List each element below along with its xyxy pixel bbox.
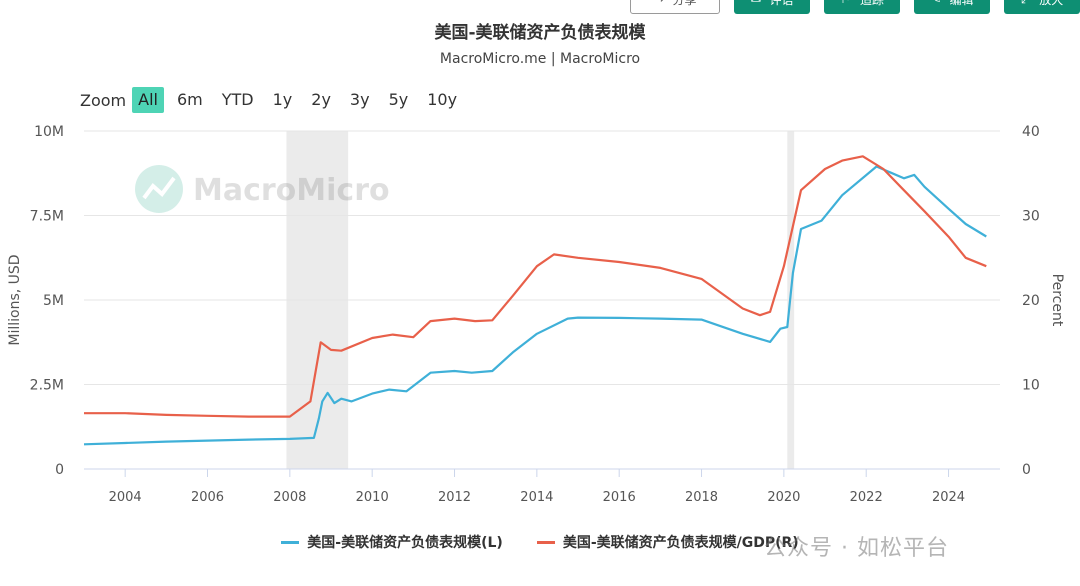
toolbar-button-label: 编辑 [949, 0, 973, 8]
y-right-tick-label: 10 [1022, 378, 1040, 394]
y-right-tick-label: 30 [1022, 209, 1040, 225]
zoom-label: Zoom [80, 90, 127, 110]
zoom-option-6m[interactable]: 6m [176, 90, 203, 109]
y-left-tick-label: 10M [34, 124, 64, 140]
watermark-logo-mark [142, 176, 176, 200]
share-icon: ↪ [654, 0, 665, 7]
zoom-buttons: All 6m YTD 1y 2y 3y 5y 10y [132, 87, 470, 113]
chart-toolbar: ↪ 分享 ✉ 评语 ⚑ 追踪 ✎ 编辑 ⤢ 放大 [630, 0, 1080, 14]
zoom-option-5y[interactable]: 5y [388, 90, 409, 109]
x-tick-label: 2004 [109, 490, 142, 505]
watermark-logo-icon [135, 165, 183, 213]
x-tick-label: 2020 [767, 490, 800, 505]
chart-subtitle: MacroMicro.me | MacroMicro [439, 51, 641, 67]
zoom-option-10y[interactable]: 10y [427, 90, 458, 109]
watermark-bottom: 公众号 · 如松平台 [764, 536, 949, 561]
y-right-tick-label: 0 [1022, 462, 1031, 478]
y-left-tick-label: 7.5M [30, 209, 64, 225]
zoom-option-2y[interactable]: 2y [311, 90, 331, 109]
toolbar-button-2[interactable]: ⚑ 追踪 [824, 0, 900, 14]
legend-swatch-r [536, 540, 555, 544]
watermark-brand-text: MacroMicro [193, 173, 390, 208]
comment-icon: ✉ [751, 0, 762, 7]
chart-legend: 美国-美联储资产负债表规模(L) 美国-美联储资产负债表规模/GDP(R) [0, 532, 1080, 552]
macromicro-watermark: MacroMicro [135, 165, 390, 213]
expand-icon: ⤢ [1021, 0, 1031, 7]
legend-item-l[interactable]: 美国-美联储资产负债表规模(L) [281, 532, 503, 552]
y-left-tick-label: 5M [43, 293, 64, 309]
y-right-tick-label: 20 [1022, 293, 1040, 309]
toolbar-button-4[interactable]: ⤢ 放大 [1004, 0, 1080, 14]
y-left-axis-title: Millions, USD [7, 254, 23, 345]
x-tick-label: 2006 [191, 490, 224, 505]
edit-icon: ✎ [931, 0, 942, 7]
series-line-r [84, 155, 987, 418]
y-right-tick-label: 40 [1022, 124, 1040, 140]
zoom-option-1y[interactable]: 1y [272, 90, 293, 109]
toolbar-button-label: 评语 [769, 0, 793, 8]
toolbar-button-0[interactable]: ↪ 分享 [630, 0, 720, 14]
series-line-l [83, 165, 987, 446]
toolbar-button-label: 分享 [672, 0, 696, 8]
toolbar-button-label: 放大 [1039, 0, 1063, 8]
x-tick-label: 2014 [520, 490, 553, 505]
y-left-tick-label: 2.5M [30, 378, 64, 394]
zoom-selector: Zoom All 6m YTD 1y 2y 3y 5y 10y [80, 87, 470, 113]
x-tick-label: 2022 [850, 490, 883, 505]
x-tick-label: 2016 [603, 490, 636, 505]
zoom-option-3y[interactable]: 3y [349, 90, 370, 109]
toolbar-button-1[interactable]: ✉ 评语 [734, 0, 810, 14]
legend-label-r: 美国-美联储资产负债表规模/GDP(R) [562, 535, 799, 551]
toolbar-button-3[interactable]: ✎ 编辑 [914, 0, 990, 14]
y-left-tick-label: 0 [55, 462, 64, 478]
x-tick-label: 2024 [932, 490, 965, 505]
y-right-axis-title: Percent [1049, 274, 1065, 327]
chart-title: 美国-美联储资产负债表规模 [434, 23, 646, 43]
x-tick-label: 2008 [273, 490, 306, 505]
zoom-option-all[interactable]: All [132, 87, 164, 113]
track-icon: ⚑ [840, 0, 852, 7]
legend-label-l: 美国-美联储资产负债表规模(L) [307, 535, 503, 551]
legend-swatch-l [281, 540, 300, 544]
x-tick-label: 2012 [438, 490, 471, 505]
x-tick-label: 2010 [356, 490, 389, 505]
x-tick-label: 2018 [685, 490, 718, 505]
zoom-option-ytd[interactable]: YTD [221, 90, 254, 109]
toolbar-button-label: 追踪 [860, 0, 884, 8]
legend-item-r[interactable]: 美国-美联储资产负债表规模/GDP(R) [536, 532, 799, 552]
